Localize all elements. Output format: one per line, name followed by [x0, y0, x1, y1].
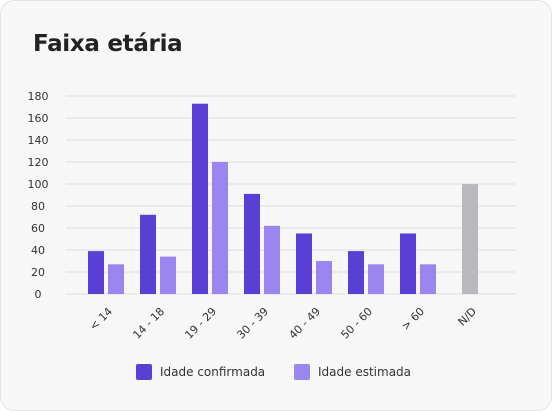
legend-label-confirmed: Idade confirmada — [160, 365, 266, 379]
x-tick-label: > 60 — [399, 305, 427, 333]
x-tick-label: 30 - 39 — [234, 305, 271, 342]
legend-item-confirmed[interactable]: Idade confirmada — [136, 364, 265, 380]
y-tick-label: 180 — [28, 90, 49, 103]
y-tick-label: 160 — [28, 112, 49, 125]
bar-idade-confirmada — [296, 233, 312, 294]
x-tick-label: 50 - 60 — [338, 305, 375, 342]
chart-legend: Idade confirmada Idade estimada — [0, 364, 552, 384]
y-tick-label: 140 — [28, 134, 49, 147]
bar-idade-confirmada — [400, 233, 416, 294]
y-tick-label: 120 — [28, 156, 49, 169]
bar-nd — [462, 184, 478, 294]
legend-swatch-confirmed — [136, 364, 152, 380]
bar-idade-estimada — [160, 256, 176, 294]
bar-idade-estimada — [264, 225, 280, 294]
bar-idade-confirmada — [88, 251, 104, 294]
bar-idade-estimada — [368, 264, 384, 294]
bar-idade-confirmada — [192, 103, 208, 294]
legend-label-estimated: Idade estimada — [318, 365, 412, 379]
bar-idade-estimada — [316, 261, 332, 294]
bar-idade-estimada — [212, 162, 228, 294]
legend-swatch-estimated — [294, 364, 310, 380]
chart-title: Faixa etária — [33, 31, 183, 57]
bar-idade-estimada — [420, 264, 436, 294]
y-tick-label: 100 — [28, 178, 49, 191]
legend-item-estimated[interactable]: Idade estimada — [294, 364, 411, 380]
x-tick-label: 14 - 18 — [130, 305, 167, 342]
x-tick-label: < 14 — [87, 305, 115, 333]
y-tick-label: 80 — [31, 200, 45, 213]
bar-idade-confirmada — [244, 193, 260, 294]
bar-idade-estimada — [108, 264, 124, 294]
y-tick-label: 0 — [35, 288, 42, 301]
x-tick-label: N/D — [455, 305, 479, 329]
x-tick-label: 40 - 49 — [286, 305, 323, 342]
y-tick-label: 60 — [31, 222, 45, 235]
y-tick-label: 40 — [31, 244, 45, 257]
x-tick-label: 19 - 29 — [182, 305, 219, 342]
bar-idade-confirmada — [348, 251, 364, 294]
bar-idade-confirmada — [140, 214, 156, 294]
y-tick-label: 20 — [31, 266, 45, 279]
